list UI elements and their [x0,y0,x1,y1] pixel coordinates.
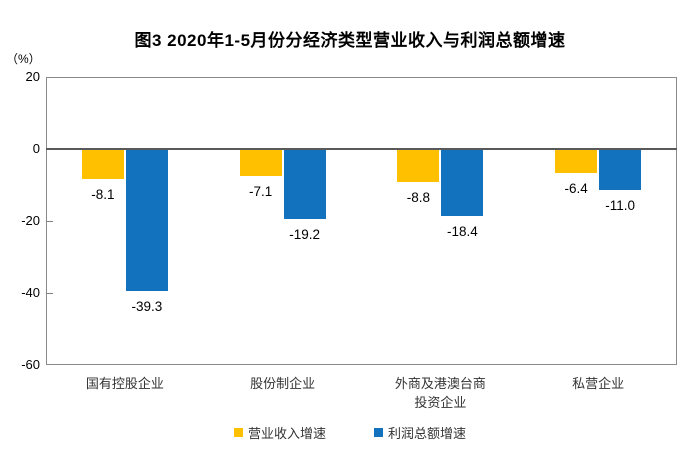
legend-swatch-icon [374,428,383,437]
category-label-line: 私营企业 [572,376,625,391]
chart-title: 图3 2020年1-5月份分经济类型营业收入与利润总额增速 [134,31,566,50]
category-label: 国有控股企业 [45,374,205,393]
bar-利润总额增速-股份制企业 [283,150,326,219]
bar-利润总额增速-私营企业 [599,150,642,190]
category-label-line: 外商及港澳台商 [394,376,486,391]
y-tick-mark [47,221,53,222]
legend-label: 营业收入增速 [247,426,326,441]
bar-营业收入增速-股份制企业 [239,150,282,176]
value-label: -7.1 [248,184,273,199]
bar-营业收入增速-私营企业 [555,150,598,173]
category-label-line: 国有控股企业 [85,376,164,391]
y-tick-label: 0 [32,141,40,156]
y-tick-label: -20 [21,213,40,228]
bar-利润总额增速-外商及港澳台商投资企业 [441,150,484,216]
y-axis-unit-label: （%） [6,52,41,66]
bar-利润总额增速-国有控股企业 [125,150,168,291]
category-label: 私营企业 [518,374,678,393]
y-tick-label: -60 [21,357,40,372]
value-label: -6.4 [564,181,588,196]
value-label: -39.3 [131,299,163,314]
category-label-line: 投资企业 [414,395,467,410]
category-label-line: 股份制企业 [250,376,316,391]
y-tick-label: 20 [25,69,40,84]
value-label: -8.8 [406,190,430,205]
legend-item: 营业收入增速 [233,423,326,442]
legend-swatch-icon [233,428,243,437]
bar-营业收入增速-外商及港澳台商投资企业 [397,150,440,182]
value-label: -11.0 [605,198,636,213]
zero-axis-line [46,148,677,150]
bar-营业收入增速-国有控股企业 [81,150,124,179]
y-tick-mark [47,293,53,294]
category-label: 股份制企业 [203,374,363,393]
value-label: -19.2 [289,227,321,242]
legend-item: 利润总额增速 [374,423,466,442]
legend-label: 利润总额增速 [388,426,467,441]
value-label: -8.1 [91,187,115,202]
y-tick-label: -40 [21,285,40,300]
value-label: -18.4 [446,224,478,239]
legend: 营业收入增速 利润总额增速 [0,423,700,442]
category-label: 外商及港澳台商 投资企业 [360,374,520,412]
